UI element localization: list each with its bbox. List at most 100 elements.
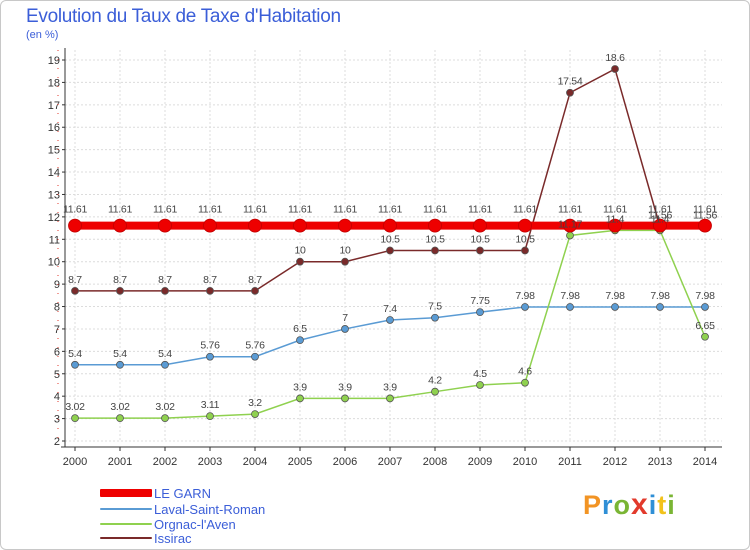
data-label: 5.76 xyxy=(200,340,220,352)
data-label: 11.61 xyxy=(693,204,717,216)
data-label: 3.2 xyxy=(248,397,262,409)
y-tick-label: 8 xyxy=(54,302,60,314)
data-label: 3.11 xyxy=(201,399,220,411)
data-label: 7.4 xyxy=(383,303,397,315)
data-label: 10.5 xyxy=(380,234,400,246)
data-point-0 xyxy=(338,218,352,233)
data-point-0 xyxy=(473,218,487,233)
data-point-0 xyxy=(383,218,397,233)
data-point-2 xyxy=(386,394,394,403)
y-tick-label: 15 xyxy=(48,145,60,157)
y-tick-label: 17 xyxy=(48,100,60,112)
data-label: 3.9 xyxy=(293,381,307,393)
data-label: 5.4 xyxy=(158,348,172,360)
data-point-1 xyxy=(161,360,169,369)
y-tick-label: 12 xyxy=(48,212,60,224)
data-point-0 xyxy=(563,218,577,233)
legend-item: Orgnac-l'Aven xyxy=(100,516,236,532)
data-label: 3.9 xyxy=(338,381,352,393)
y-unit-label: (en %) xyxy=(26,29,59,41)
data-point-2 xyxy=(701,332,709,341)
data-point-1 xyxy=(116,360,124,369)
data-label: 11.56 xyxy=(693,210,717,222)
y-tick-label: 7 xyxy=(54,324,60,336)
data-label: 11.61 xyxy=(153,204,177,216)
data-label: 8.7 xyxy=(158,274,172,286)
data-label: 10.5 xyxy=(425,234,445,246)
legend-label: Orgnac-l'Aven xyxy=(154,516,236,532)
data-point-0 xyxy=(248,218,262,233)
data-point-2 xyxy=(251,410,259,419)
data-label: 7.98 xyxy=(695,290,715,302)
data-label: 6.65 xyxy=(695,320,715,332)
data-label: 5.4 xyxy=(68,348,82,360)
data-point-3 xyxy=(161,286,169,295)
data-label: 11.61 xyxy=(558,204,582,216)
data-point-3 xyxy=(206,286,214,295)
legend-swatch xyxy=(100,489,152,497)
data-label: 11.61 xyxy=(468,204,492,216)
data-label: 11.61 xyxy=(198,204,222,216)
data-label: 7 xyxy=(342,312,348,324)
data-label: 18.6 xyxy=(605,52,625,64)
legend-label: LE GARN xyxy=(154,485,212,501)
data-label: 7.98 xyxy=(605,290,625,302)
legend-label: Laval-Saint-Roman xyxy=(154,501,266,517)
y-tick-label: 13 xyxy=(48,189,60,201)
data-point-3 xyxy=(71,286,79,295)
legend-swatch xyxy=(100,508,152,510)
x-tick-label: 2000 xyxy=(63,456,87,468)
data-point-3 xyxy=(251,286,259,295)
data-point-0 xyxy=(293,218,307,233)
data-label: 11.61 xyxy=(603,204,627,216)
data-label: 3.9 xyxy=(383,381,397,393)
x-tick-label: 2001 xyxy=(108,456,132,468)
data-point-0 xyxy=(158,218,172,233)
data-label: 8.7 xyxy=(203,274,217,286)
y-tick-label: 16 xyxy=(48,122,60,134)
data-label: 11.17 xyxy=(558,218,582,230)
data-point-3 xyxy=(116,286,124,295)
data-label: 11.61 xyxy=(108,204,132,216)
data-label: 6.5 xyxy=(293,323,307,335)
data-label: 3.02 xyxy=(65,401,85,413)
y-tick-label: 6 xyxy=(54,346,60,358)
data-label: 11.4 xyxy=(651,213,670,225)
data-point-1 xyxy=(566,303,574,311)
data-point-3 xyxy=(386,246,394,255)
data-point-2 xyxy=(566,231,574,240)
data-label: 7.5 xyxy=(428,301,442,313)
y-tick-label: 19 xyxy=(48,55,60,67)
data-label: 17.54 xyxy=(558,76,583,88)
data-label: 11.61 xyxy=(288,204,312,216)
x-tick-label: 2007 xyxy=(378,456,402,468)
data-label: 4.6 xyxy=(518,366,532,378)
x-tick-label: 2014 xyxy=(693,456,717,468)
x-tick-label: 2003 xyxy=(198,456,222,468)
y-tick-label: 3 xyxy=(54,414,60,426)
data-label: 4.5 xyxy=(473,368,487,380)
x-tick-label: 2008 xyxy=(423,456,447,468)
data-label: 11.61 xyxy=(63,204,87,216)
data-point-1 xyxy=(341,325,349,333)
y-tick-label: 14 xyxy=(48,167,60,179)
data-label: 4.2 xyxy=(428,375,442,387)
data-point-1 xyxy=(251,352,259,361)
x-tick-label: 2011 xyxy=(558,456,582,468)
x-tick-label: 2004 xyxy=(243,456,267,468)
data-label: 10.5 xyxy=(470,234,490,246)
data-point-1 xyxy=(656,303,664,311)
data-label: 5.4 xyxy=(113,348,127,360)
data-point-2 xyxy=(341,394,349,403)
data-point-1 xyxy=(386,316,394,324)
data-point-2 xyxy=(521,378,529,387)
data-point-3 xyxy=(521,246,529,255)
legend-item: LE GARN xyxy=(100,485,211,501)
data-point-3 xyxy=(341,257,349,266)
legend-item: Laval-Saint-Roman xyxy=(100,501,265,517)
chart-title: Evolution du Taux de Taxe d'Habitation xyxy=(26,6,341,27)
data-point-1 xyxy=(476,308,484,317)
data-label: 11.56 xyxy=(648,210,672,222)
